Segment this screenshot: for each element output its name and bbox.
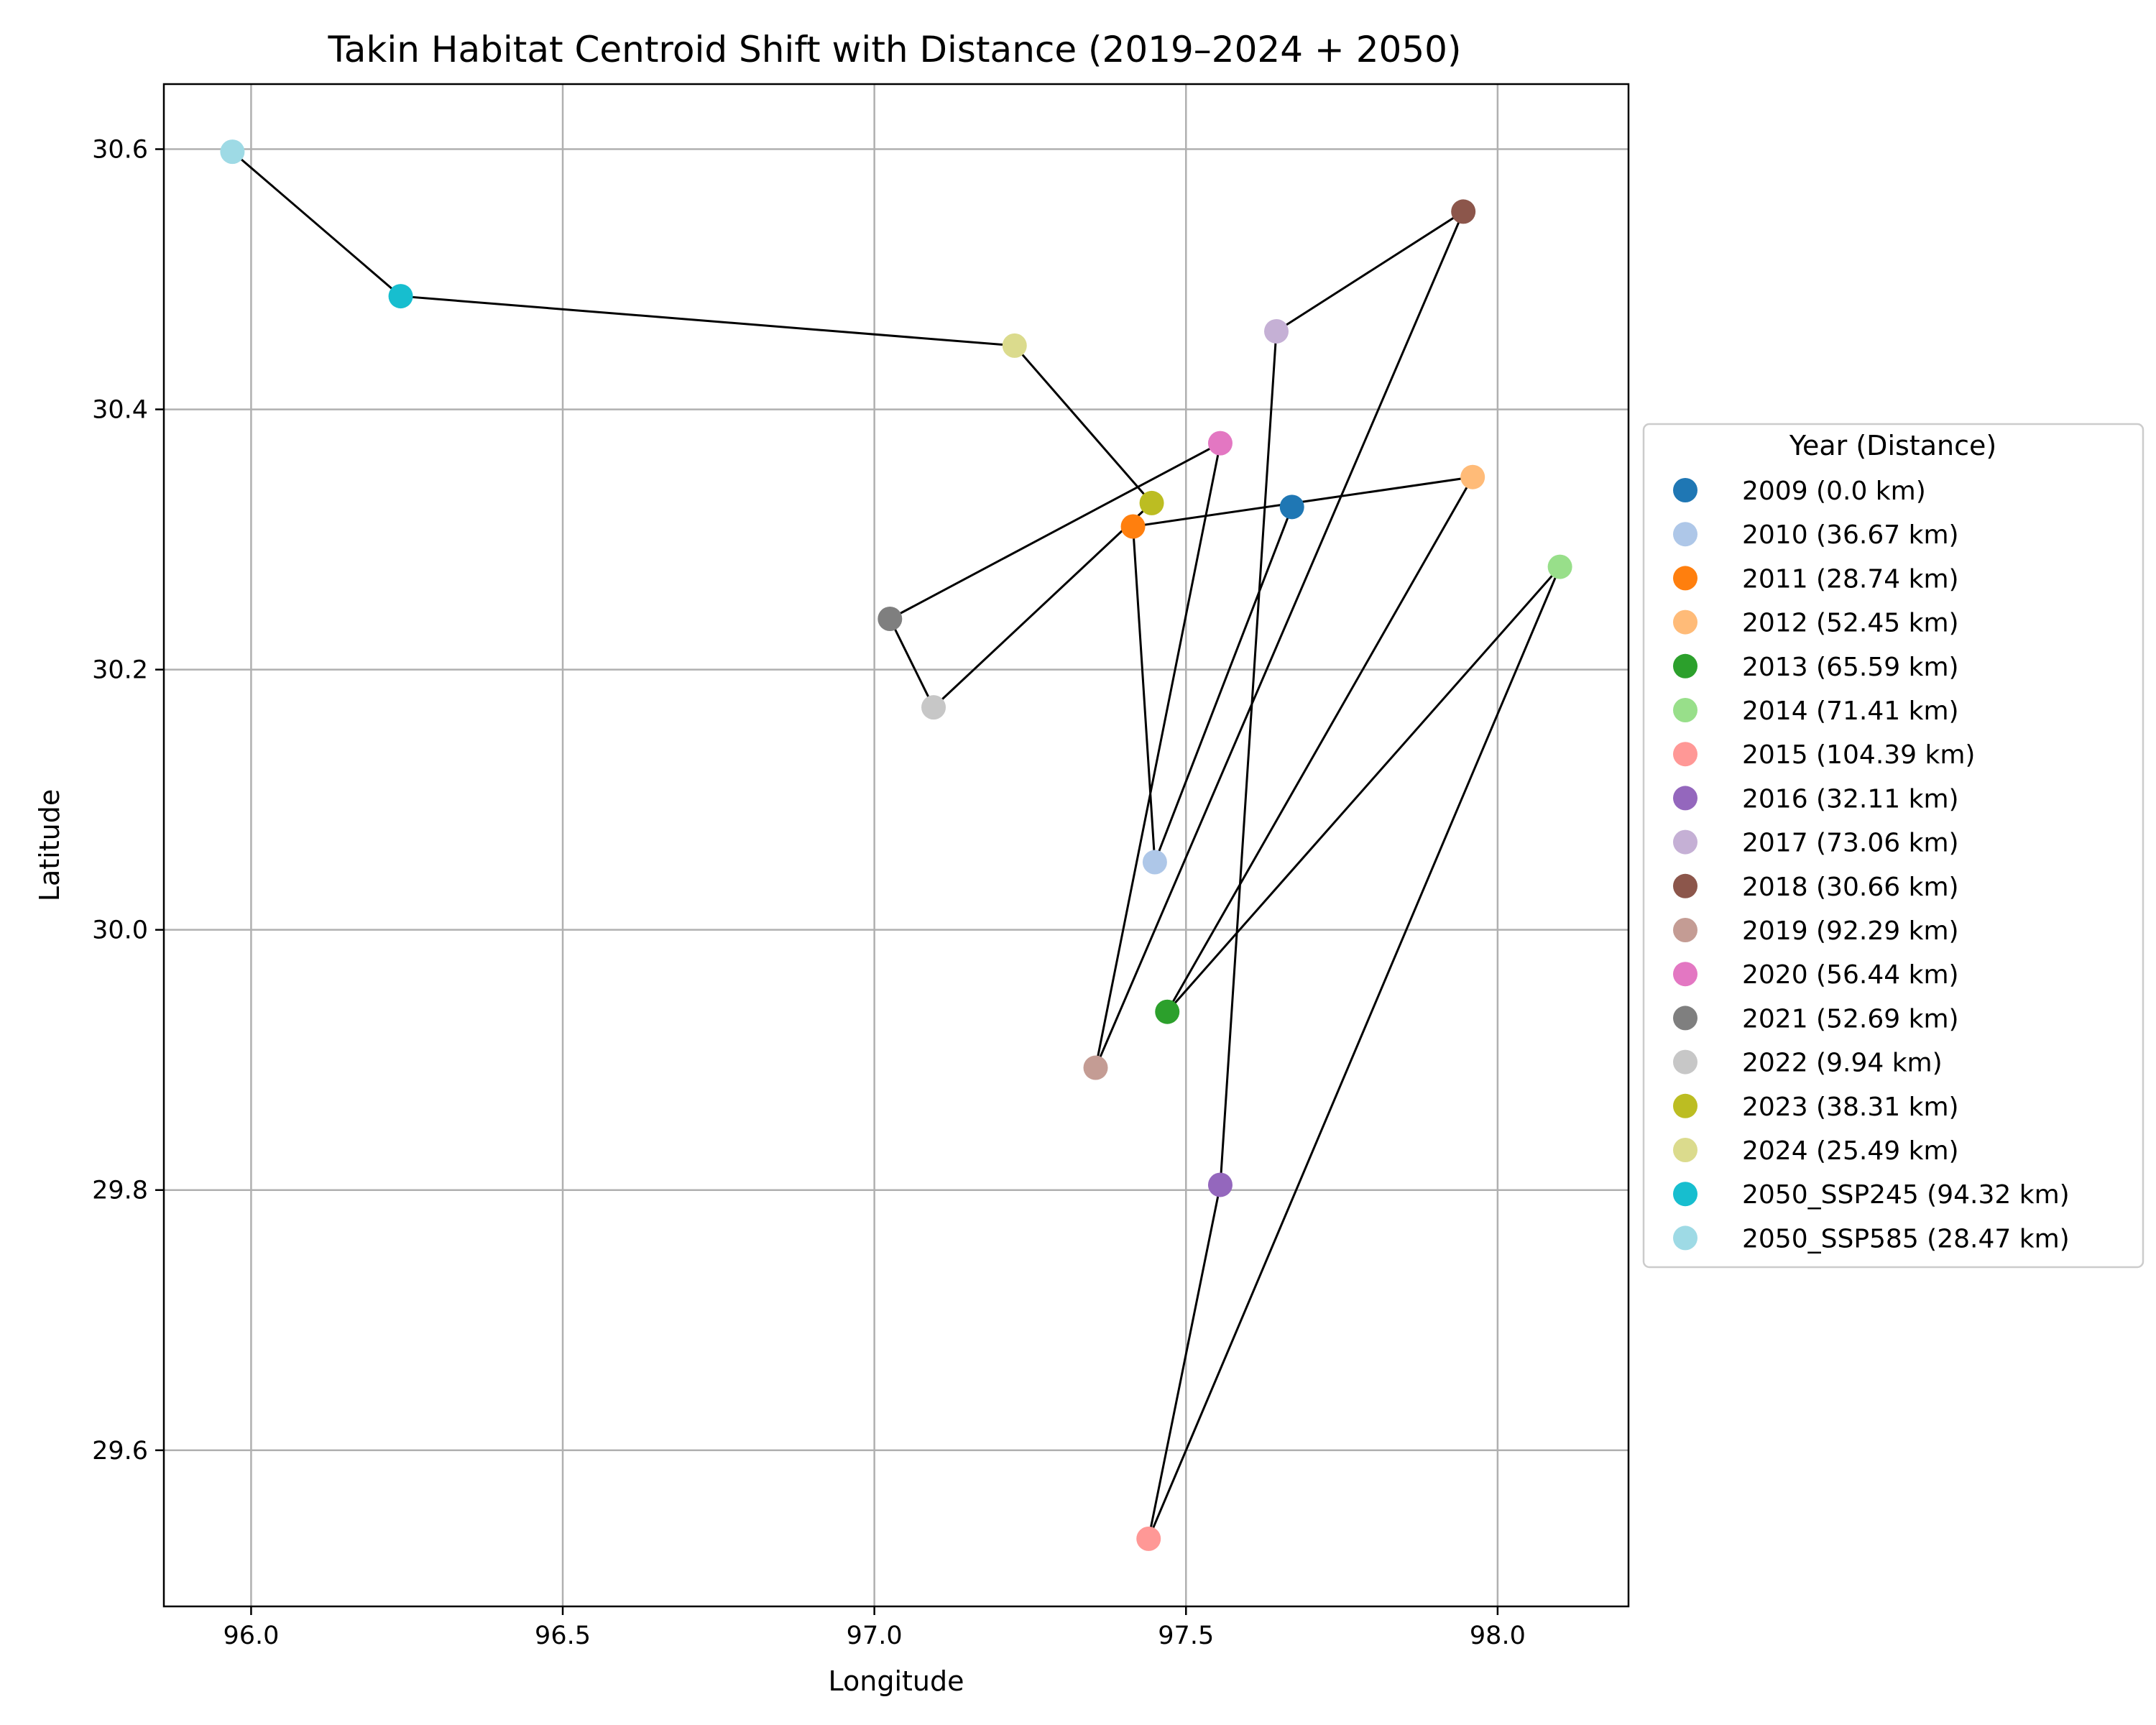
- legend-marker: [1673, 829, 1697, 855]
- x-tick-label: 98.0: [1470, 1622, 1526, 1650]
- data-point: [1207, 1172, 1233, 1197]
- data-point: [1136, 1526, 1161, 1551]
- data-point: [220, 139, 245, 165]
- legend-marker: [1673, 1049, 1697, 1075]
- y-axis-label: Latitude: [34, 789, 65, 901]
- legend-marker: [1673, 478, 1697, 502]
- plot-area: [164, 84, 1628, 1606]
- legend-marker: [1673, 873, 1697, 898]
- y-tick-label: 30.2: [92, 656, 148, 685]
- legend-label: 2022 (9.94 km): [1742, 1049, 1943, 1078]
- y-tick-label: 30.6: [92, 136, 148, 165]
- x-axis-ticks: 96.0 96.5 97.0 97.5 98.0: [223, 1606, 1526, 1650]
- legend-label: 2017 (73.06 km): [1742, 829, 1959, 858]
- legend-marker: [1673, 1182, 1697, 1207]
- legend-marker: [1673, 698, 1697, 722]
- legend-items: 2009 (0.0 km) 2010 (36.67 km) 2011 (28.74 …: [1673, 477, 2070, 1254]
- data-point: [1264, 318, 1289, 344]
- data-point: [1083, 1055, 1108, 1080]
- legend-marker: [1673, 566, 1697, 591]
- legend-box: [1642, 423, 2145, 1269]
- trajectory-polyline: [231, 150, 1561, 1540]
- legend-marker: [1673, 522, 1697, 547]
- data-points: [220, 139, 1572, 1551]
- legend-marker: [1673, 786, 1697, 811]
- data-point: [877, 607, 903, 632]
- data-point: [1451, 199, 1476, 224]
- legend-marker: [1673, 610, 1697, 635]
- y-tick-label: 29.8: [92, 1177, 148, 1205]
- y-tick-label: 29.6: [92, 1437, 148, 1466]
- legend-marker: [1673, 962, 1697, 987]
- legend-label: 2018 (30.66 km): [1742, 873, 1959, 902]
- legend-label: 2024 (25.49 km): [1742, 1136, 1959, 1166]
- legend-marker: [1673, 1093, 1697, 1118]
- legend-label: 2015 (104.39 km): [1742, 740, 1975, 770]
- x-tick-label: 96.5: [535, 1622, 591, 1650]
- legend-marker: [1673, 1138, 1697, 1162]
- legend-label: 2023 (38.31 km): [1742, 1092, 1959, 1122]
- y-axis-ticks: 29.6 29.8 30.0 30.2 30.4 30.6: [92, 136, 164, 1466]
- data-point: [1279, 494, 1304, 520]
- data-point: [388, 284, 413, 309]
- x-tick-label: 97.5: [1158, 1622, 1214, 1650]
- legend-label: 2011 (28.74 km): [1742, 564, 1959, 594]
- legend-label: 2012 (52.45 km): [1742, 609, 1959, 638]
- legend-title: Year (Distance): [1789, 430, 1996, 461]
- data-point: [1139, 490, 1164, 515]
- legend-label: 2016 (32.11 km): [1742, 784, 1959, 814]
- legend-label: 2010 (36.67 km): [1742, 520, 1959, 550]
- legend-marker: [1673, 918, 1697, 942]
- x-axis-label: Longitude: [829, 1665, 964, 1697]
- legend-label: 2013 (65.59 km): [1742, 653, 1959, 682]
- data-point: [1207, 431, 1233, 456]
- plot-frame: [162, 83, 1630, 1608]
- legend-marker: [1673, 653, 1697, 678]
- legend-label: 2009 (0.0 km): [1742, 477, 1926, 506]
- legend-label: 2019 (92.29 km): [1742, 916, 1959, 946]
- data-point: [1142, 850, 1167, 875]
- legend-label: 2020 (56.44 km): [1742, 960, 1959, 990]
- legend-label: 2050_SSP585 (28.47 km): [1742, 1224, 2070, 1254]
- x-tick-label: 97.0: [847, 1622, 903, 1650]
- data-point: [1460, 464, 1485, 489]
- chart-title: Takin Habitat Centroid Shift with Distan…: [328, 29, 1462, 70]
- x-tick-label: 96.0: [223, 1622, 279, 1650]
- y-tick-label: 30.0: [92, 916, 148, 945]
- legend-label: 2021 (52.69 km): [1742, 1004, 1959, 1034]
- data-point: [921, 695, 946, 720]
- data-point: [1155, 999, 1180, 1024]
- trajectory-line: [231, 150, 1561, 1540]
- data-point: [1547, 554, 1572, 579]
- legend-marker: [1673, 742, 1697, 767]
- y-tick-label: 30.4: [92, 396, 148, 425]
- legend-label: 2014 (71.41 km): [1742, 696, 1959, 726]
- legend-label: 2050_SSP245 (94.32 km): [1742, 1180, 2070, 1210]
- grid-lines: [164, 84, 1628, 1606]
- legend-marker: [1673, 1225, 1697, 1251]
- legend: Year (Distance) 2009 (0.0 km) 2010 (36.67…: [1642, 423, 2145, 1269]
- data-point: [1002, 333, 1027, 358]
- data-point: [1120, 514, 1146, 539]
- legend-marker: [1673, 1006, 1697, 1031]
